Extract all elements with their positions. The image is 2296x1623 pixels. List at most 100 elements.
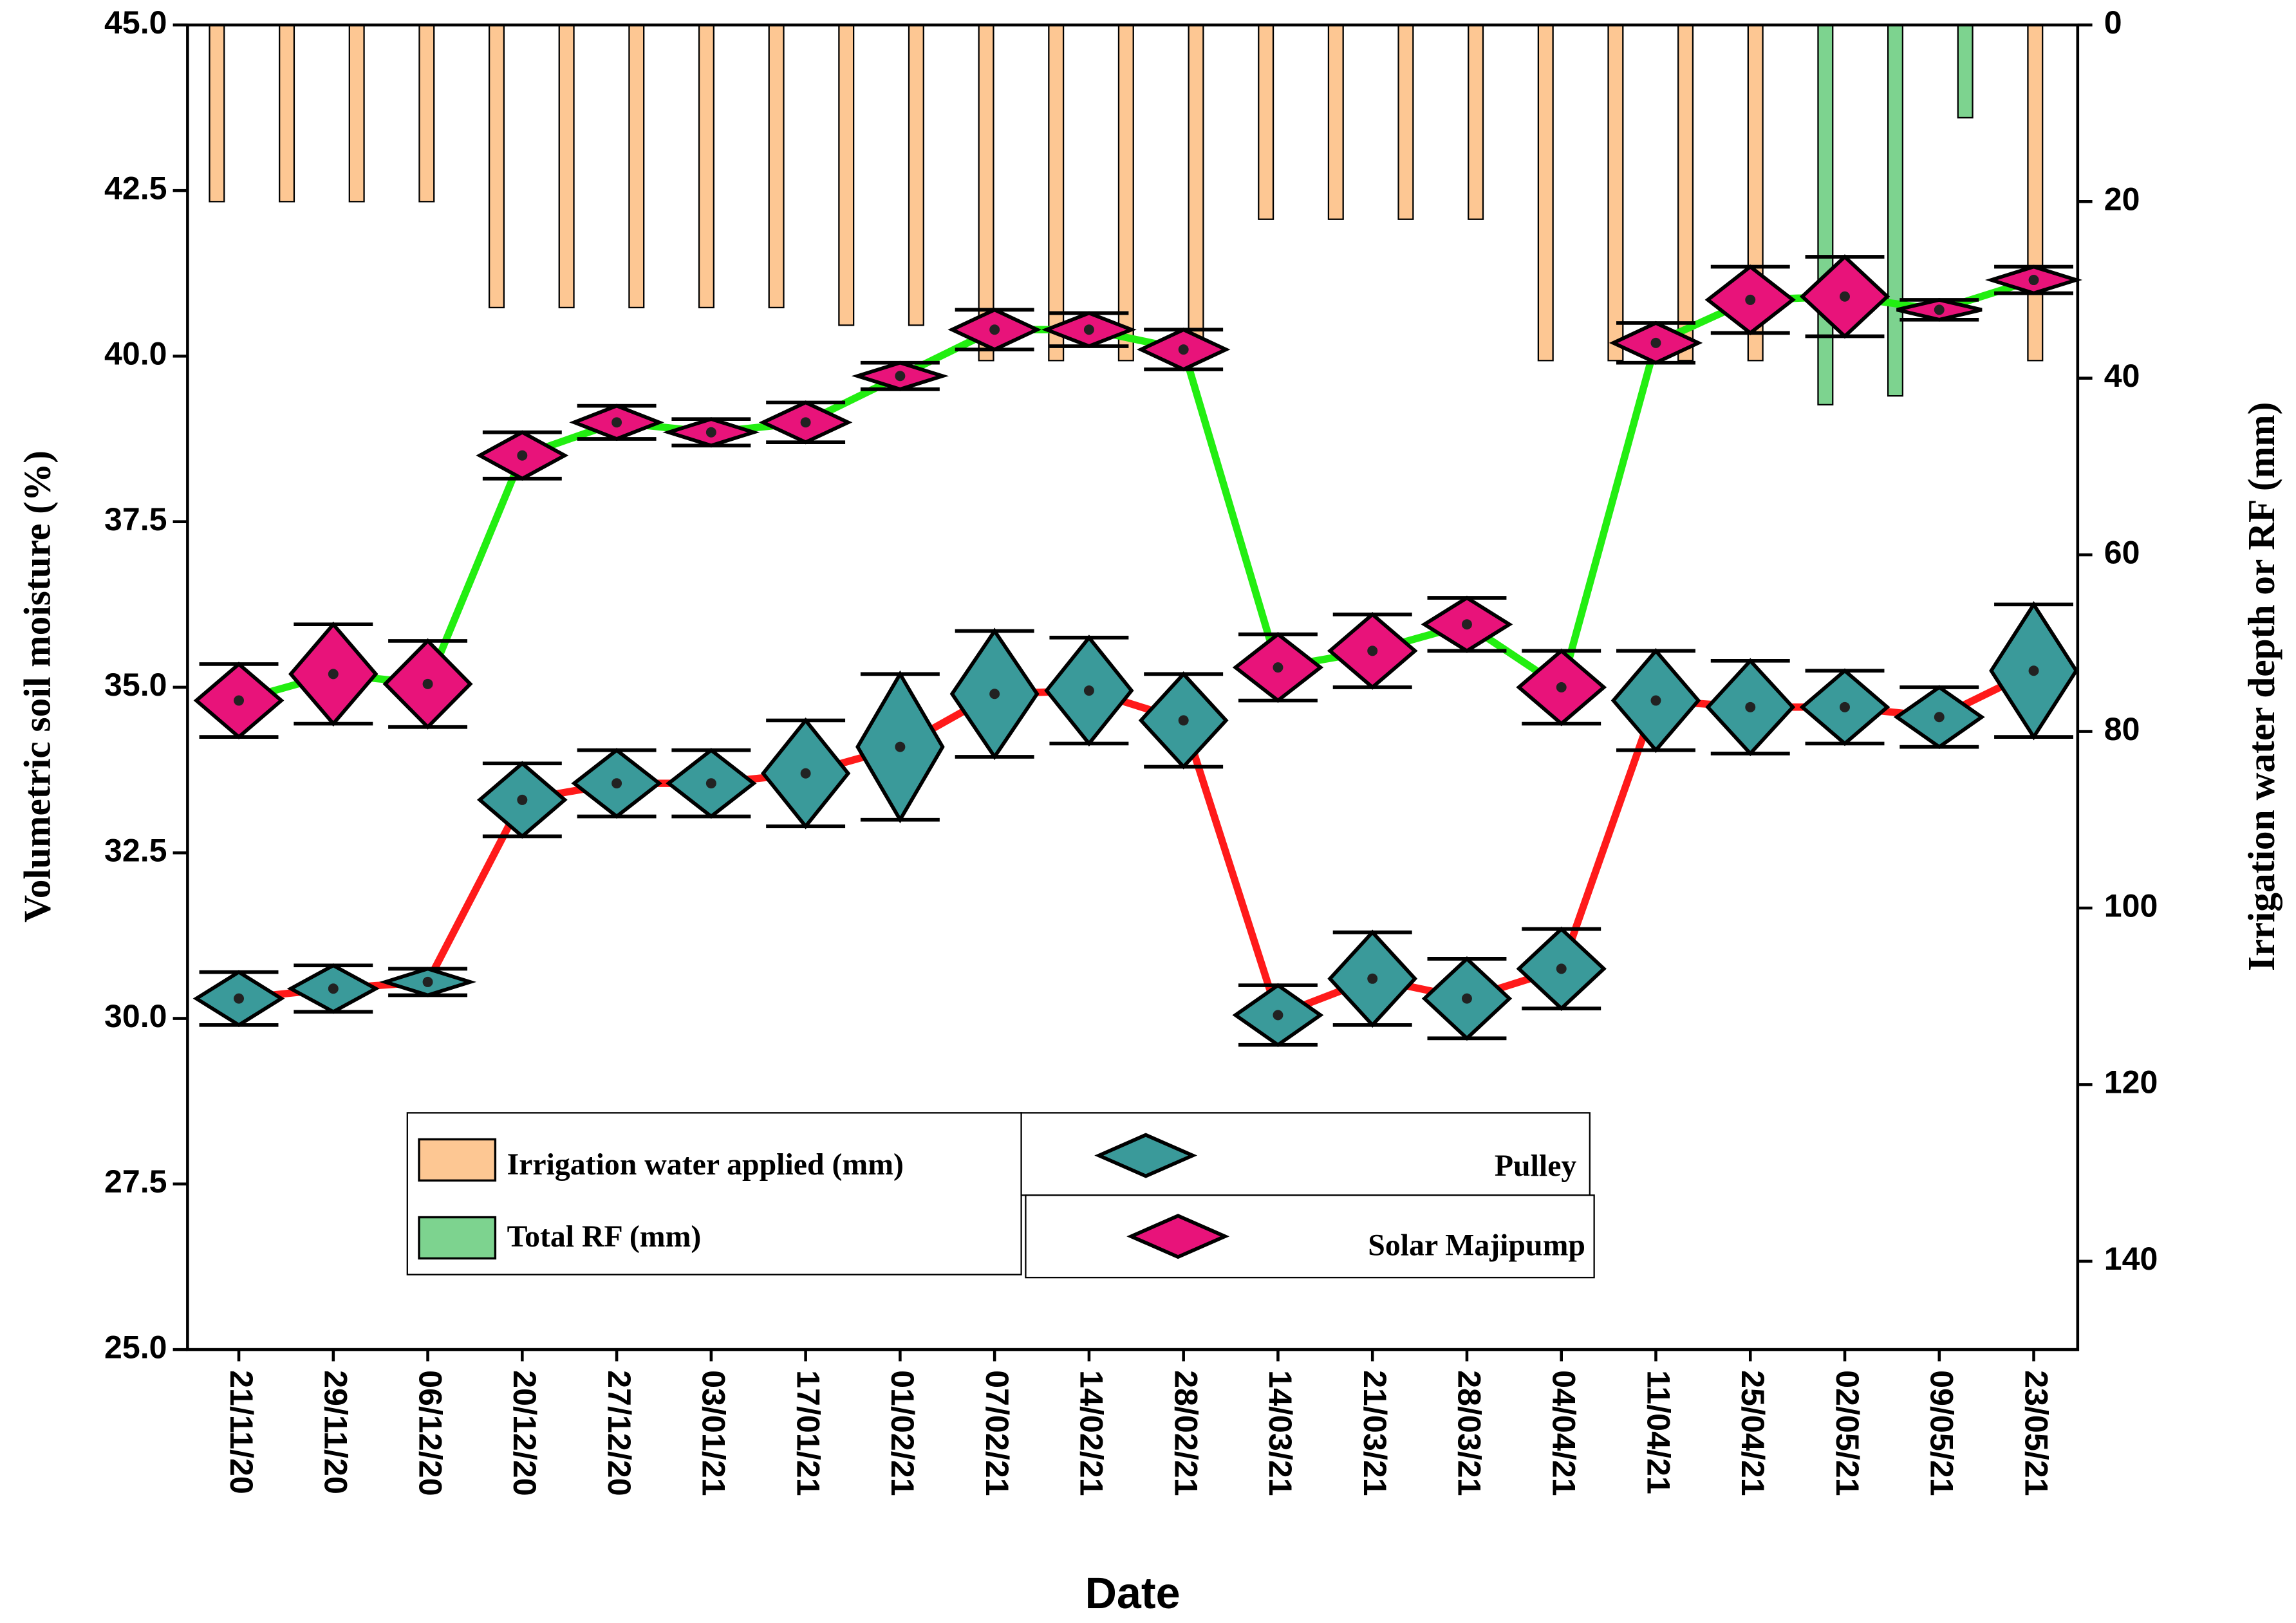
point <box>234 695 245 706</box>
bar <box>838 24 855 326</box>
legend-label: Total RF (mm) <box>507 1220 702 1254</box>
legend-swatch <box>418 1216 497 1260</box>
bar <box>1117 24 1134 362</box>
y-tick-label: 40.0 <box>104 336 167 372</box>
bar <box>279 24 295 203</box>
y2-tick-label: 140 <box>2104 1241 2158 1277</box>
point <box>2028 665 2039 676</box>
marks <box>192 254 2083 1048</box>
x-tick-label: 25/04/21 <box>1735 1370 1771 1496</box>
point <box>2028 275 2039 286</box>
legend-box <box>406 1112 1022 1275</box>
x-tick-label: 11/04/21 <box>1640 1370 1676 1494</box>
legend-label: Pulley <box>1495 1149 1576 1183</box>
y-tick-label: 42.5 <box>104 170 167 206</box>
point <box>1178 344 1189 355</box>
x-tick-label: 20/12/20 <box>507 1370 543 1496</box>
bar <box>1327 24 1344 220</box>
x-tick-label: 14/03/21 <box>1262 1370 1298 1496</box>
y-tick-label: 25.0 <box>104 1329 167 1365</box>
legend: Irrigation water applied (mm) Total RF (… <box>406 1112 1595 1279</box>
point <box>234 993 245 1004</box>
x-tick-label: 01/02/21 <box>884 1370 920 1496</box>
point <box>611 417 622 428</box>
x-tick-label: 17/01/21 <box>790 1370 826 1496</box>
point <box>1461 993 1472 1004</box>
point <box>800 768 811 779</box>
bar <box>628 24 645 309</box>
bar <box>1537 24 1554 362</box>
point <box>989 689 1000 700</box>
bar <box>1607 24 1624 362</box>
x-tick-label: 06/12/20 <box>412 1370 448 1496</box>
legend-swatch <box>1126 1214 1230 1259</box>
bar <box>558 24 575 309</box>
point <box>1083 324 1094 335</box>
point <box>1840 291 1850 302</box>
bar <box>1887 24 1904 397</box>
y-axis-label: Volumetric soil moisture (%) <box>15 450 58 923</box>
y2-tick-label: 0 <box>2104 5 2122 41</box>
point <box>800 417 811 428</box>
point <box>705 778 716 789</box>
point <box>1273 1010 1283 1021</box>
point <box>422 976 433 987</box>
x-tick-label: 04/04/21 <box>1546 1370 1582 1496</box>
y2-tick-label: 60 <box>2104 534 2140 570</box>
point <box>1556 963 1567 974</box>
point <box>1934 304 1945 315</box>
point <box>611 778 622 789</box>
x-tick-label: 28/02/21 <box>1168 1370 1204 1496</box>
x-tick-label: 03/01/21 <box>696 1370 732 1496</box>
bar <box>1258 24 1274 220</box>
point <box>1840 701 1850 712</box>
y-tick-label: 30.0 <box>104 998 167 1034</box>
point <box>895 371 906 382</box>
bar <box>1188 24 1204 353</box>
y-tick-label: 45.0 <box>104 5 167 41</box>
x-tick-label: 27/12/20 <box>601 1370 637 1496</box>
point <box>1745 294 1756 305</box>
x-tick-label: 21/11/20 <box>223 1370 259 1494</box>
x-axis-label: Date <box>1085 1569 1181 1618</box>
bar <box>1817 24 1834 406</box>
point <box>1650 695 1661 706</box>
y-tick-label: 35.0 <box>104 667 167 703</box>
point <box>1367 645 1378 656</box>
plot-frame <box>186 23 2080 1351</box>
point <box>705 427 716 438</box>
x-tick-label: 09/05/21 <box>1924 1370 1960 1496</box>
bar <box>2027 24 2044 362</box>
point <box>1461 619 1472 630</box>
x-tick-label: 14/02/21 <box>1074 1370 1110 1496</box>
x-tick-label: 21/03/21 <box>1357 1370 1393 1496</box>
point <box>328 983 339 994</box>
bar <box>908 24 924 326</box>
legend-label: Irrigation water applied (mm) <box>507 1147 904 1182</box>
y-tick-label: 37.5 <box>104 501 167 537</box>
x-tick-label: 02/05/21 <box>1829 1370 1865 1496</box>
point <box>1273 662 1283 673</box>
point <box>517 450 528 461</box>
x-tick-label: 23/05/21 <box>2018 1370 2054 1496</box>
point <box>517 794 528 805</box>
bar <box>488 24 505 309</box>
y2-tick-label: 20 <box>2104 181 2140 217</box>
bar <box>1677 24 1694 362</box>
point <box>1934 712 1945 723</box>
point <box>422 678 433 689</box>
bar <box>348 24 365 203</box>
point <box>1178 715 1189 726</box>
legend-box <box>1025 1194 1595 1279</box>
bar <box>1397 24 1414 220</box>
point <box>328 669 339 680</box>
bar <box>209 24 225 203</box>
bar <box>1048 24 1065 362</box>
y-tick-label: 32.5 <box>104 832 167 868</box>
y2-tick-label: 120 <box>2104 1064 2158 1100</box>
y2-tick-label: 40 <box>2104 358 2140 394</box>
point <box>1083 685 1094 696</box>
